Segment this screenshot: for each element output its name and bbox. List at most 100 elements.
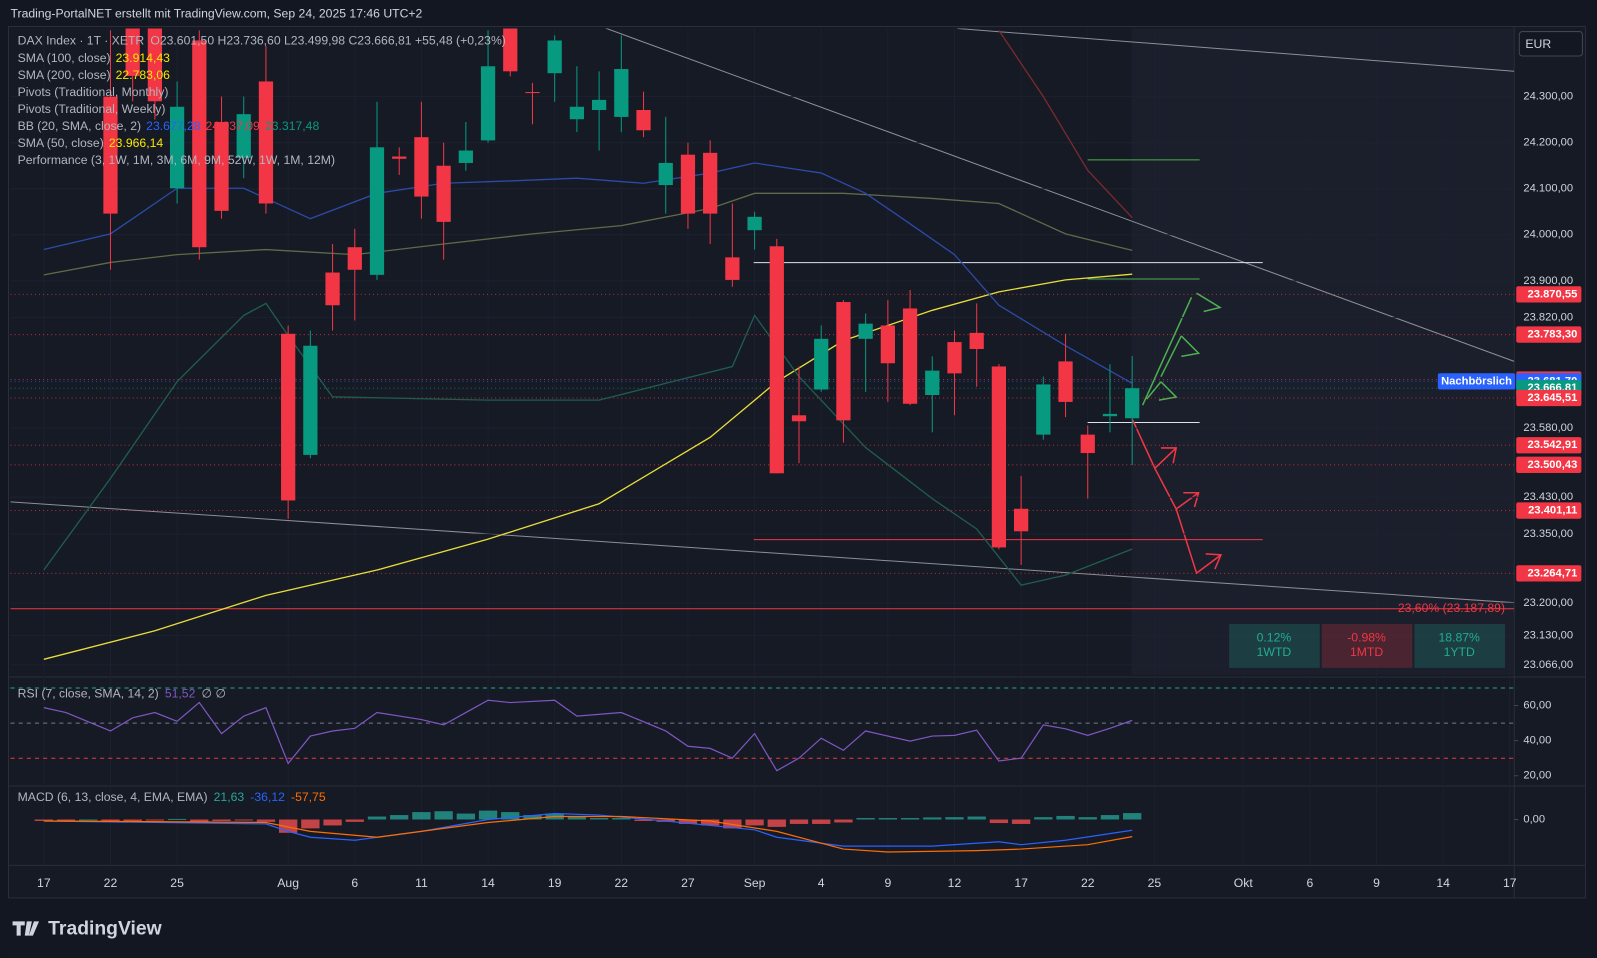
candle-body <box>192 40 207 248</box>
candle-body <box>525 92 540 94</box>
currency-button[interactable] <box>1518 31 1583 57</box>
macd-bar <box>678 819 698 824</box>
legend-name: SMA (200, close) <box>18 68 111 82</box>
legend-value: 23.317,48 <box>265 119 320 133</box>
fib-label: 23,60% (23.187,89) <box>1398 601 1505 615</box>
legend-row: SMA (100, close) 23.914,43 <box>18 51 171 65</box>
logo-mark <box>12 921 40 936</box>
macd-bar <box>456 813 476 820</box>
candle-body <box>1013 508 1029 532</box>
price-marker-label: 23.645,51 <box>1528 392 1578 404</box>
price-marker-label: 23.542,91 <box>1528 439 1578 451</box>
macd-bar <box>412 812 431 820</box>
performance-cell <box>1229 624 1320 668</box>
indicator-line <box>43 273 1133 660</box>
candle-body <box>147 28 163 102</box>
candle-body <box>503 28 518 72</box>
future-zone <box>1131 28 1515 675</box>
macd-bar <box>1056 815 1075 820</box>
x-tick-label: 4 <box>818 876 825 890</box>
candle-body <box>369 147 385 275</box>
performance-cell <box>1321 624 1413 668</box>
candle-body <box>636 110 651 131</box>
candle-body <box>991 366 1007 548</box>
macd-bar <box>323 819 342 826</box>
x-tick-label: 11 <box>415 876 428 890</box>
ohlc: O23.601,50 H23.736,60 L23.499,98 C23.666… <box>150 34 506 48</box>
candle-body <box>791 415 807 422</box>
candle-body <box>125 28 140 76</box>
price-marker: 23.401,11 <box>1516 502 1582 519</box>
x-tick-label: 6 <box>1306 876 1313 890</box>
candle-body <box>414 137 429 197</box>
macd-bar <box>789 819 809 824</box>
macd-bar <box>567 816 587 820</box>
price-marker-box <box>1516 456 1582 473</box>
indicator-line <box>43 302 1133 586</box>
macd-bar <box>812 819 831 824</box>
macd-bar <box>989 819 1009 824</box>
x-tick-label: 25 <box>1148 876 1162 890</box>
rsi-tick-label: 40,00 <box>1523 735 1551 747</box>
candle-body <box>569 106 585 120</box>
performance-cell <box>1414 624 1506 668</box>
brand-logo: TradingView <box>12 918 163 940</box>
candle-body <box>1058 361 1073 402</box>
price-marker-box <box>1516 502 1582 519</box>
macd-bar <box>967 816 986 820</box>
rsi-line <box>43 699 1133 772</box>
x-tick-label: 14 <box>1436 876 1450 890</box>
macd-bar <box>56 819 76 821</box>
legend-row: Pivots (Traditional, Weekly) <box>18 102 166 116</box>
macd-bar <box>212 819 231 821</box>
legend-row: Performance (3, 1W, 1M, 3M, 6M, 9M, 52W,… <box>18 153 335 167</box>
currency[interactable]: EUR <box>1525 37 1551 51</box>
macd-bar <box>390 815 409 820</box>
legend-value: 23.677,28 <box>146 119 201 133</box>
candle-body <box>392 156 407 159</box>
legend-value: 24.037,09 <box>206 119 261 133</box>
candle-body <box>902 308 918 404</box>
candle-body <box>925 370 940 396</box>
price-marker-label: 23.264,71 <box>1528 567 1578 579</box>
brand: TradingView <box>48 918 162 940</box>
candle-body <box>303 345 318 455</box>
price-marker-box <box>1516 389 1582 407</box>
x-tick-label: 17 <box>37 876 51 890</box>
price-marker-label: 23.401,11 <box>1528 504 1577 516</box>
candle-body <box>703 152 718 214</box>
macd-bar <box>523 815 542 820</box>
macd-bar <box>767 819 786 827</box>
x-tick-label: 22 <box>615 876 629 890</box>
macd-bar <box>1100 815 1120 820</box>
macd-bar <box>367 816 387 820</box>
legend-name: Performance (3, 1W, 1M, 3M, 6M, 9M, 52W,… <box>18 153 335 167</box>
macd-bar <box>589 818 609 820</box>
macd-hist-value: 21,63 <box>214 790 245 804</box>
legend-name: Pivots (Traditional, Weekly) <box>18 102 166 116</box>
legend-row: Pivots (Traditional, Monthly) <box>18 85 169 99</box>
candle-body <box>947 342 962 374</box>
candle-body <box>1102 413 1118 417</box>
macd-bar <box>745 819 764 826</box>
rsi-name: RSI (7, close, SMA, 14, 2) <box>18 687 159 701</box>
tag-box <box>1437 373 1516 390</box>
candle-body <box>1036 384 1051 435</box>
macd-bar <box>190 819 209 823</box>
x-tick-label: Sep <box>744 876 766 890</box>
macd-bar <box>79 819 98 821</box>
candle-body <box>103 96 118 214</box>
x-tick-label: 27 <box>681 876 695 890</box>
indicator-line <box>998 29 1133 219</box>
rsi-value: 51,52 <box>165 687 196 701</box>
price-marker: 23.500,43 <box>1516 456 1582 473</box>
trend-line <box>957 28 1515 72</box>
candle-body <box>169 106 185 189</box>
signal-line <box>43 815 1133 853</box>
legend-name: BB (20, SMA, close, 2) <box>18 119 141 133</box>
price-marker: 23.264,71 <box>1516 565 1582 582</box>
macd-value: -36,12 <box>250 790 285 804</box>
macd-bar <box>145 819 165 821</box>
tag-label: Nachbörslich <box>1441 375 1512 387</box>
indicator-line <box>43 162 1133 384</box>
